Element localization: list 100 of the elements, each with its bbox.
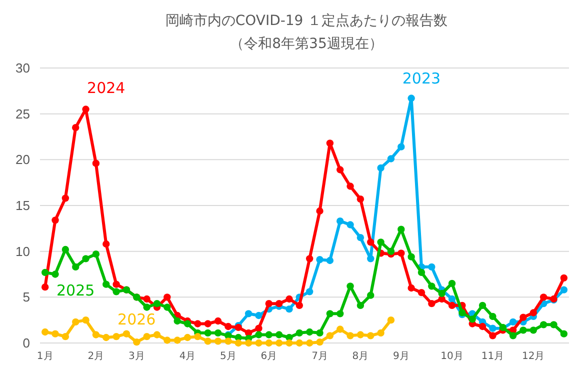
point (82, 106, 90, 113)
point (224, 338, 232, 345)
point (265, 300, 272, 308)
point (244, 339, 252, 347)
point (398, 250, 405, 257)
x-tick-label: 2月 (88, 351, 104, 362)
point (326, 310, 334, 318)
point (367, 238, 374, 246)
point (286, 305, 293, 313)
point (489, 324, 496, 332)
point (255, 339, 262, 347)
point (306, 339, 314, 347)
point (387, 248, 395, 255)
x-tick-label: 5月 (220, 351, 236, 362)
point (448, 302, 456, 310)
y-tick-label: 25 (16, 106, 30, 122)
point (520, 326, 527, 334)
series-label: 2023 (402, 70, 441, 88)
point (306, 288, 314, 296)
point (346, 332, 354, 340)
point (214, 338, 222, 345)
point (62, 194, 70, 202)
chart-subtitle: （令和8年第35週現在） (230, 36, 383, 52)
point (326, 256, 334, 264)
point (356, 195, 364, 203)
point (387, 316, 395, 324)
point (41, 328, 49, 336)
point (102, 334, 110, 342)
point (153, 331, 161, 338)
y-tick-label: 0 (22, 336, 30, 351)
point (92, 331, 100, 338)
y-tick-label: 15 (16, 198, 30, 214)
point (275, 331, 283, 338)
point (92, 160, 100, 167)
point (478, 322, 486, 330)
point (398, 226, 405, 233)
point (346, 182, 354, 190)
point (52, 216, 59, 224)
point (418, 288, 426, 296)
point (489, 312, 496, 320)
x-tick-label: 11月 (481, 351, 504, 362)
y-tick-label: 20 (16, 152, 30, 168)
point (306, 328, 314, 336)
point (377, 329, 384, 337)
point (224, 322, 232, 330)
point (398, 143, 405, 150)
point (346, 221, 354, 228)
series-label: 2026 (118, 310, 156, 329)
point (540, 321, 548, 328)
x-tick-label: 8月 (352, 351, 369, 362)
point (438, 290, 446, 298)
point (286, 339, 293, 347)
x-tick-label: 4月 (179, 351, 196, 362)
x-tick-label: 3月 (128, 351, 145, 362)
point (41, 268, 49, 276)
y-tick-label: 30 (16, 60, 30, 76)
point (164, 294, 171, 301)
point (408, 253, 415, 260)
point (174, 336, 181, 344)
point (306, 255, 314, 262)
point (41, 283, 49, 291)
point (214, 317, 222, 325)
x-tick-label: 1月 (36, 351, 54, 362)
point (112, 288, 120, 296)
point (356, 331, 364, 338)
point (478, 302, 486, 310)
point (52, 270, 59, 278)
point (164, 336, 171, 344)
point (143, 304, 150, 311)
point (316, 256, 324, 264)
point (296, 329, 304, 337)
point (336, 326, 344, 333)
point (428, 282, 436, 290)
point (82, 316, 90, 324)
point (520, 314, 527, 321)
point (346, 282, 354, 290)
point (112, 280, 120, 288)
point (204, 338, 212, 345)
point (367, 292, 374, 299)
point (448, 295, 456, 303)
chart-title: 岡崎市内のCOVID-19 １定点あたりの報告数 (165, 13, 448, 29)
point (418, 268, 426, 276)
point (194, 332, 202, 340)
point (275, 300, 283, 308)
point (560, 330, 568, 338)
point (244, 310, 252, 318)
point (326, 140, 334, 147)
x-tick-label: 10月 (440, 351, 464, 362)
point (112, 332, 120, 340)
point (184, 320, 192, 328)
point (122, 330, 130, 338)
point (336, 310, 344, 318)
point (316, 338, 324, 346)
point (336, 166, 344, 174)
point (255, 331, 262, 338)
point (336, 217, 344, 225)
x-tick-label: 7月 (312, 351, 328, 362)
point (52, 330, 59, 338)
point (133, 338, 140, 346)
point (367, 332, 374, 340)
